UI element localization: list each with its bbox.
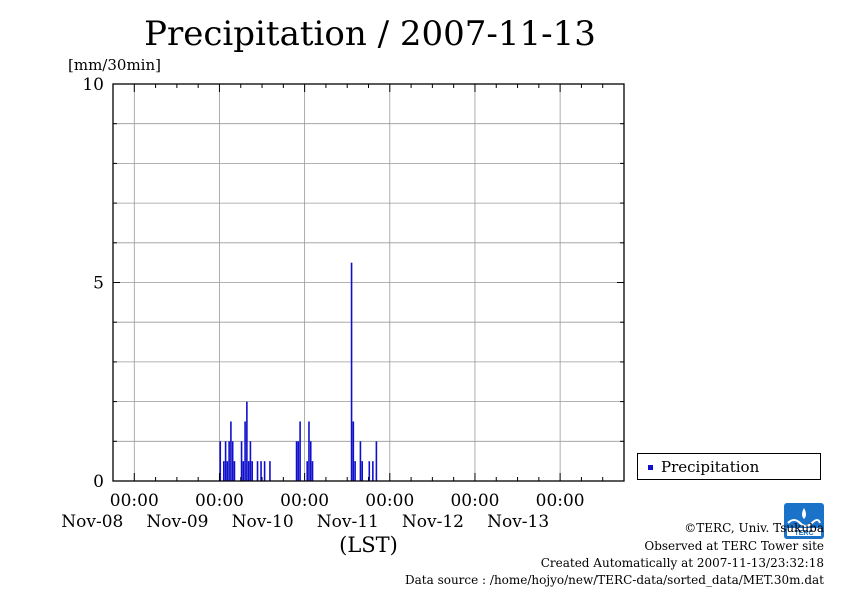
x-tick-time-label: 00:00 [195,491,244,511]
precipitation-bar [260,461,262,481]
x-tick-date-label: Nov-13 [487,512,549,532]
precipitation-bar [309,441,312,481]
precipitation-bar [224,441,227,481]
x-tick-time-label: 00:00 [536,491,585,511]
precipitation-bar [256,461,259,481]
legend-label: Precipitation [661,458,760,476]
x-axis-label: (LST) [339,533,398,557]
precipitation-bar [308,421,310,481]
precipitation-bar [226,461,229,481]
precipitation-bar [228,441,230,481]
x-tick-time-label: 00:00 [450,491,499,511]
precipitation-bar [372,461,374,481]
x-tick-time-label: 00:00 [280,491,329,511]
precipitation-bar [359,441,362,481]
precipitation-bar [375,441,378,481]
x-tick-date-label: Nov-09 [146,512,208,532]
precipitation-bar [246,401,248,481]
precipitation-bar [244,421,246,481]
y-tick-label: 5 [93,274,104,294]
precipitation-bar [368,461,371,481]
copyright-text: ©TERC, Univ. Tsukuba [684,521,824,535]
x-tick-time-label: 00:00 [110,491,159,511]
precipitation-bar [311,461,314,481]
precipitation-bar [361,461,364,481]
created-text: Created Automatically at 2007-11-13/23:3… [540,556,824,570]
precipitation-bar [240,441,243,481]
y-tick-label: 10 [82,75,104,95]
precipitation-bar [350,262,353,481]
y-axis-label: [mm/30min] [68,56,161,74]
precipitation-bar [233,461,236,481]
x-tick-date-label: Nov-10 [232,512,294,532]
precipitation-bar [352,421,355,481]
x-tick-date-label: Nov-11 [317,512,379,532]
precipitation-bar [297,441,300,481]
precipitation-bar [299,421,301,481]
precipitation-bar [249,441,252,481]
legend-swatch [648,465,653,470]
precipitation-bar [295,441,298,481]
precipitation-bar [219,441,222,481]
legend: Precipitation [637,453,821,480]
y-tick-label: 0 [93,472,104,492]
precipitation-bar [251,461,253,481]
x-tick-date-label: Nov-08 [61,512,123,532]
source-text: Data source : /home/hojyo/new/TERC-data/… [405,573,824,587]
precipitation-bar [231,441,234,481]
precipitation-bar [269,461,271,481]
x-tick-date-label: Nov-12 [402,512,464,532]
precipitation-bar [247,461,250,481]
observed-text: Observed at TERC Tower site [644,539,824,553]
chart-title: Precipitation / 2007-11-13 [144,14,596,54]
precipitation-bar [263,461,266,481]
precipitation-bar [306,461,308,481]
x-tick-time-label: 00:00 [365,491,414,511]
logo-text: TERC [794,530,813,537]
precipitation-bar [223,461,225,481]
precipitation-bar [242,461,245,481]
precipitation-bar [354,461,356,481]
terc-logo-icon: TERC [784,503,824,539]
precipitation-bar [230,421,232,481]
